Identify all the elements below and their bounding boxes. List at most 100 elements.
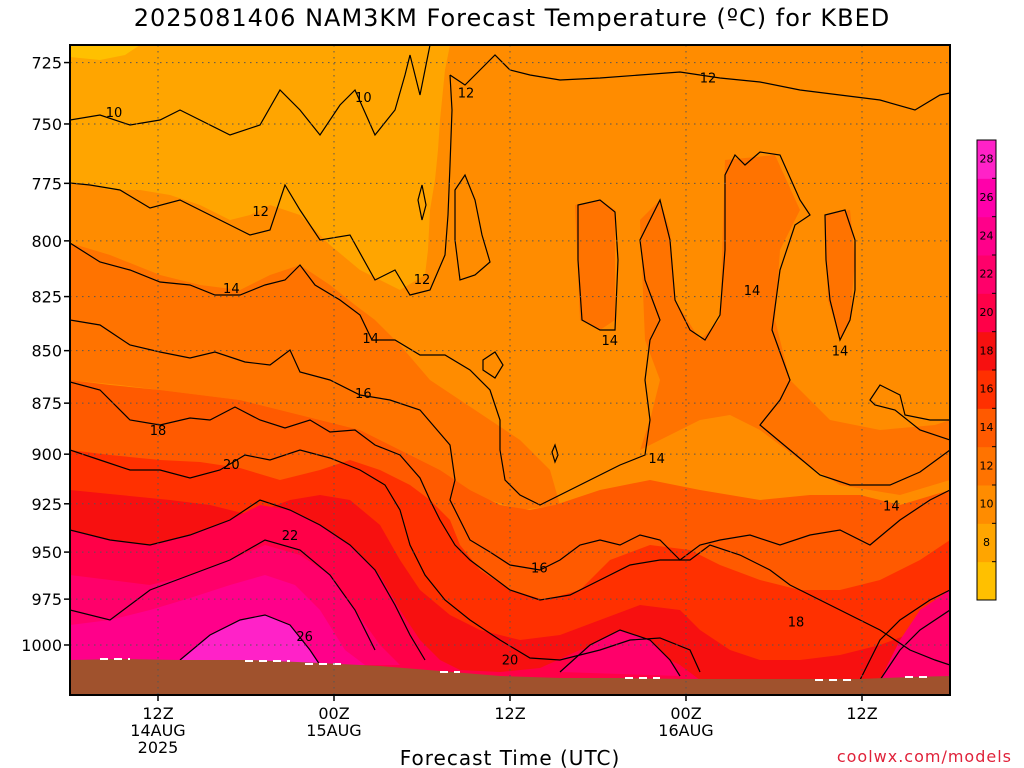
colorbar-label: 16 xyxy=(980,383,994,396)
colorbar-segment xyxy=(977,561,996,601)
colorbar-label: 28 xyxy=(980,153,994,166)
x-tick-label: 12Z xyxy=(142,704,173,723)
y-tick-label: 975 xyxy=(31,590,62,609)
contour-label: 14 xyxy=(648,452,665,467)
colorbar-label: 26 xyxy=(980,191,994,204)
band-14-right xyxy=(575,200,615,330)
x-tick-label: 14AUG xyxy=(130,721,185,740)
contour-label: 14 xyxy=(832,345,849,360)
contour-12-small xyxy=(417,184,427,221)
contour-14-tiny xyxy=(551,443,559,464)
contour-12-upper xyxy=(449,54,950,111)
x-tick-label: 15AUG xyxy=(306,721,361,740)
contour-label: 12 xyxy=(414,273,431,288)
contour-14-main xyxy=(70,151,950,506)
contour-label: 14 xyxy=(744,284,761,299)
y-tick-label: 825 xyxy=(31,288,62,307)
colorbar-segment xyxy=(977,331,996,371)
colorbar-label: 20 xyxy=(980,306,994,319)
contour-label: 16 xyxy=(355,387,372,402)
colorbar-label: 12 xyxy=(980,459,994,472)
plot-area: 10 10 12 12 12 12 14 14 14 14 14 14 14 16 16 18 18 20 20 22… xyxy=(70,45,950,695)
contour-label: 14 xyxy=(223,282,240,297)
contour-label: 12 xyxy=(252,205,269,220)
contour-label: 20 xyxy=(502,653,519,668)
band-8 xyxy=(70,45,140,60)
colorbar-segment xyxy=(977,178,996,218)
colorbar-segment xyxy=(977,140,996,179)
y-tick-label: 925 xyxy=(31,495,62,514)
contour-label: 12 xyxy=(700,71,717,86)
colorbar-label: 22 xyxy=(980,268,994,281)
contour-label: 22 xyxy=(282,529,299,544)
contour-26 xyxy=(179,614,321,666)
y-tick-label: 950 xyxy=(31,543,62,562)
colorbar-label: 24 xyxy=(980,229,994,242)
colorbar: 8 10 12 14 16 18 20 22 24 26 28 xyxy=(976,139,997,601)
y-tick-label: 850 xyxy=(31,342,62,361)
grid-lines xyxy=(70,45,950,695)
contour-right-20 xyxy=(559,629,681,677)
ground-markers xyxy=(100,658,930,681)
contour-right-22 xyxy=(879,609,950,681)
contour-right-18 xyxy=(859,589,950,681)
y-axis: 725 750 775 800 825 850 875 900 925 950 975 1000 xyxy=(21,54,70,655)
contour-label: 26 xyxy=(296,630,313,645)
contour-24 xyxy=(70,539,376,651)
colorbar-segment xyxy=(977,408,996,448)
contour-lines xyxy=(70,45,950,681)
colorbar-segment xyxy=(977,370,996,409)
band-14-right2 xyxy=(640,155,950,495)
colorbar-segment xyxy=(977,216,996,256)
colorbar-segment xyxy=(977,523,996,563)
colorbar-label: 18 xyxy=(980,344,994,357)
contour-20 xyxy=(70,449,701,673)
contour-14-dot xyxy=(482,351,504,379)
contour-10 xyxy=(70,45,431,137)
y-tick-label: 750 xyxy=(31,115,62,134)
y-tick-label: 725 xyxy=(31,54,62,73)
band-10 xyxy=(70,45,450,290)
x-tick-label: 00Z xyxy=(318,704,349,723)
contour-18 xyxy=(70,381,950,666)
contour-14-column-b xyxy=(824,209,856,342)
y-tick-label: 775 xyxy=(31,174,62,193)
x-tick-label: 12Z xyxy=(494,704,525,723)
band-28 xyxy=(180,615,320,665)
colorbar-label: 14 xyxy=(980,421,994,434)
ground-fill xyxy=(70,659,950,695)
colorbar-segment xyxy=(977,293,996,333)
x-tick-label: 2025 xyxy=(138,738,179,757)
chart-title: 2025081406 NAM3KM Forecast Temperature (… xyxy=(133,4,891,32)
contour-label: 20 xyxy=(223,458,240,473)
contour-label: 14 xyxy=(601,334,618,349)
y-tick-label: 875 xyxy=(31,394,62,413)
contour-label: 12 xyxy=(458,86,475,101)
y-tick-label: 800 xyxy=(31,232,62,251)
contour-14-column-a xyxy=(577,199,619,331)
source-credit: coolwx.com/models xyxy=(836,747,1012,766)
band-24-right xyxy=(560,630,680,676)
contour-22 xyxy=(70,499,426,661)
contour-14-blob xyxy=(869,384,950,441)
x-tick-label: 12Z xyxy=(846,704,877,723)
contour-label: 18 xyxy=(150,424,167,439)
colorbar-label: 8 xyxy=(983,536,990,549)
contour-label: 14 xyxy=(362,332,379,347)
colorbar-segment xyxy=(977,485,996,524)
colorbar-label: 10 xyxy=(980,498,994,511)
y-tick-label: 1000 xyxy=(21,636,62,655)
colorbar-segment xyxy=(977,446,996,486)
contour-label: 18 xyxy=(788,615,805,630)
x-tick-label: 00Z xyxy=(670,704,701,723)
contour-12 xyxy=(70,74,453,296)
colorbar-segment xyxy=(977,255,996,294)
contour-labels: 10 10 12 12 12 12 14 14 14 14 14 14 14 16 16 18 18 20 20 22… xyxy=(106,71,900,668)
contour-12-loop xyxy=(454,173,491,281)
y-tick-label: 900 xyxy=(31,445,62,464)
x-axis-label: Forecast Time (UTC) xyxy=(400,746,621,768)
contour-label: 10 xyxy=(355,91,372,106)
contour-label: 16 xyxy=(531,561,548,576)
